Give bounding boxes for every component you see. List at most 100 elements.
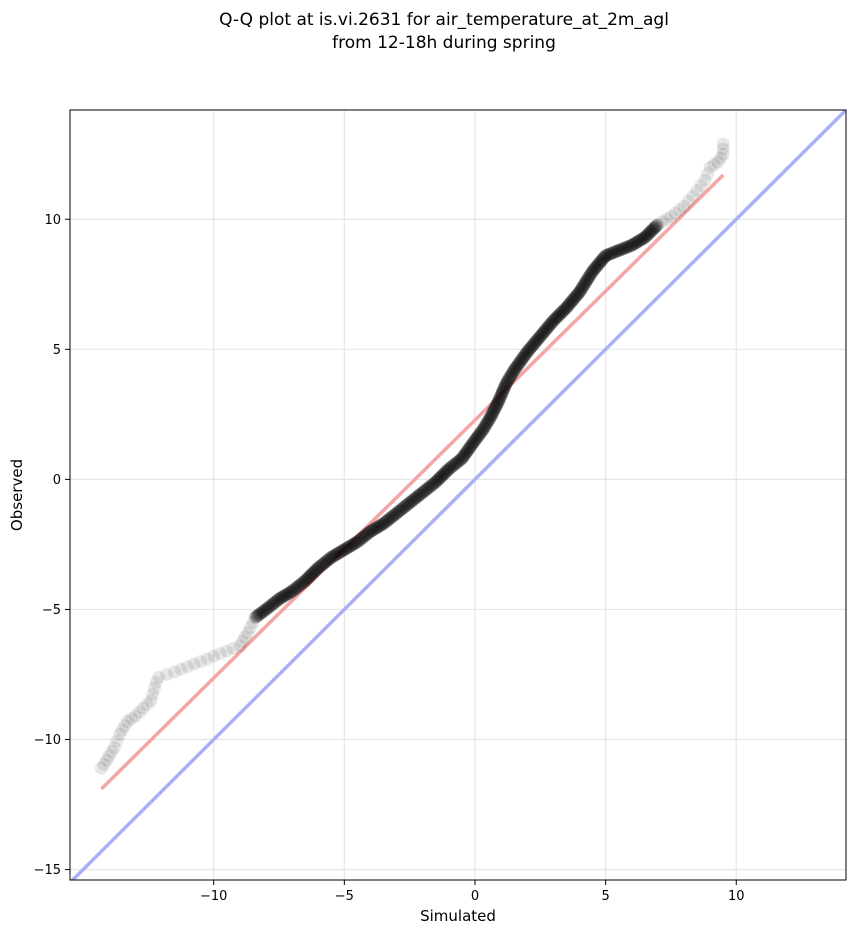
quantile-point	[401, 497, 415, 511]
quantile-point	[390, 506, 404, 520]
quantile-point	[174, 662, 188, 676]
quantile-point	[386, 509, 400, 523]
quantile-point	[300, 572, 314, 586]
quantile-point	[461, 444, 475, 458]
quantile-point	[570, 287, 584, 301]
quantile-point	[286, 583, 300, 597]
quantile-point	[512, 357, 526, 371]
quantile-point	[553, 307, 567, 321]
quantile-point	[540, 321, 554, 335]
quantile-point	[432, 472, 446, 486]
quantile-point	[640, 228, 654, 242]
quantile-point	[288, 582, 302, 596]
quantile-point	[366, 523, 380, 537]
quantile-point	[487, 404, 501, 418]
quantile-point	[378, 516, 392, 530]
quantile-point	[537, 325, 551, 339]
quantile-point	[400, 498, 414, 512]
quantile-point	[262, 600, 276, 614]
quantile-point	[284, 585, 298, 599]
quantile-point	[701, 167, 715, 181]
quantile-point	[468, 433, 482, 447]
quantile-point	[374, 518, 388, 532]
quantile-point	[427, 476, 441, 490]
quantile-point	[466, 436, 480, 450]
quantile-point	[626, 237, 640, 251]
quantile-point	[315, 558, 329, 572]
quantile-point	[358, 529, 372, 543]
quantile-point	[496, 384, 510, 398]
quantile-point	[273, 591, 287, 605]
quantile-point	[255, 605, 269, 619]
quantile-point	[556, 304, 570, 318]
quantile-point	[478, 419, 492, 433]
quantile-point	[579, 274, 593, 288]
quantile-point	[350, 535, 364, 549]
quantile-point	[475, 424, 489, 438]
quantile-point	[578, 277, 592, 291]
quantile-point	[489, 399, 503, 413]
quantile-point	[281, 587, 295, 601]
quantile-point	[609, 245, 623, 259]
quantile-point	[544, 316, 558, 330]
quantile-point	[561, 298, 575, 312]
quantile-point	[120, 714, 134, 728]
quantile-point	[477, 422, 491, 436]
quantile-point	[505, 367, 519, 381]
quantile-point	[251, 608, 265, 622]
quantile-point	[478, 420, 492, 434]
quantile-point	[160, 667, 174, 681]
quantile-point	[522, 343, 536, 357]
quantile-point	[583, 268, 597, 282]
y-tick-label: −15	[34, 863, 61, 878]
quantile-point	[128, 709, 142, 723]
quantile-point	[392, 504, 406, 518]
quantile-point	[501, 373, 515, 387]
quantile-point	[424, 479, 438, 493]
quantile-point	[472, 428, 486, 442]
quantile-point	[200, 652, 214, 666]
quantile-point	[136, 701, 150, 715]
quantile-point	[382, 512, 396, 526]
quantile-point	[580, 273, 594, 287]
quantile-point	[235, 635, 249, 649]
quantile-point	[336, 543, 350, 557]
quantile-point	[279, 588, 293, 602]
x-tick-label: 10	[728, 889, 745, 904]
x-tick-label: 5	[601, 889, 609, 904]
quantile-point	[377, 517, 391, 531]
quantile-point	[481, 414, 495, 428]
quantile-point	[490, 397, 504, 411]
quantile-point	[391, 505, 405, 519]
quantile-point	[395, 502, 409, 516]
quantile-point	[463, 440, 477, 454]
quantile-point	[147, 681, 161, 695]
quantile-point	[462, 441, 476, 455]
quantile-point	[431, 473, 445, 487]
quantile-point	[569, 289, 583, 303]
quantile-point	[454, 453, 468, 467]
quantile-point	[593, 256, 607, 270]
quantile-point	[396, 501, 410, 515]
quantile-point	[152, 670, 166, 684]
quantile-point	[664, 210, 678, 224]
quantile-point	[276, 590, 290, 604]
quantile-point	[241, 626, 255, 640]
quantile-point	[465, 437, 479, 451]
quantile-point	[521, 344, 535, 358]
quantile-point	[102, 749, 116, 763]
quantile-point	[461, 442, 475, 456]
quantile-point	[303, 570, 317, 584]
quantile-point	[483, 411, 497, 425]
quantile-point	[707, 158, 721, 172]
quantile-point	[484, 410, 498, 424]
quantile-point	[686, 189, 700, 203]
quantile-point	[535, 327, 549, 341]
quantile-point	[343, 540, 357, 554]
quantile-point	[341, 540, 355, 554]
quantile-point	[677, 199, 691, 213]
quantile-point	[526, 338, 540, 352]
quantile-point	[533, 329, 547, 343]
y-axis-label: Observed	[8, 459, 26, 531]
